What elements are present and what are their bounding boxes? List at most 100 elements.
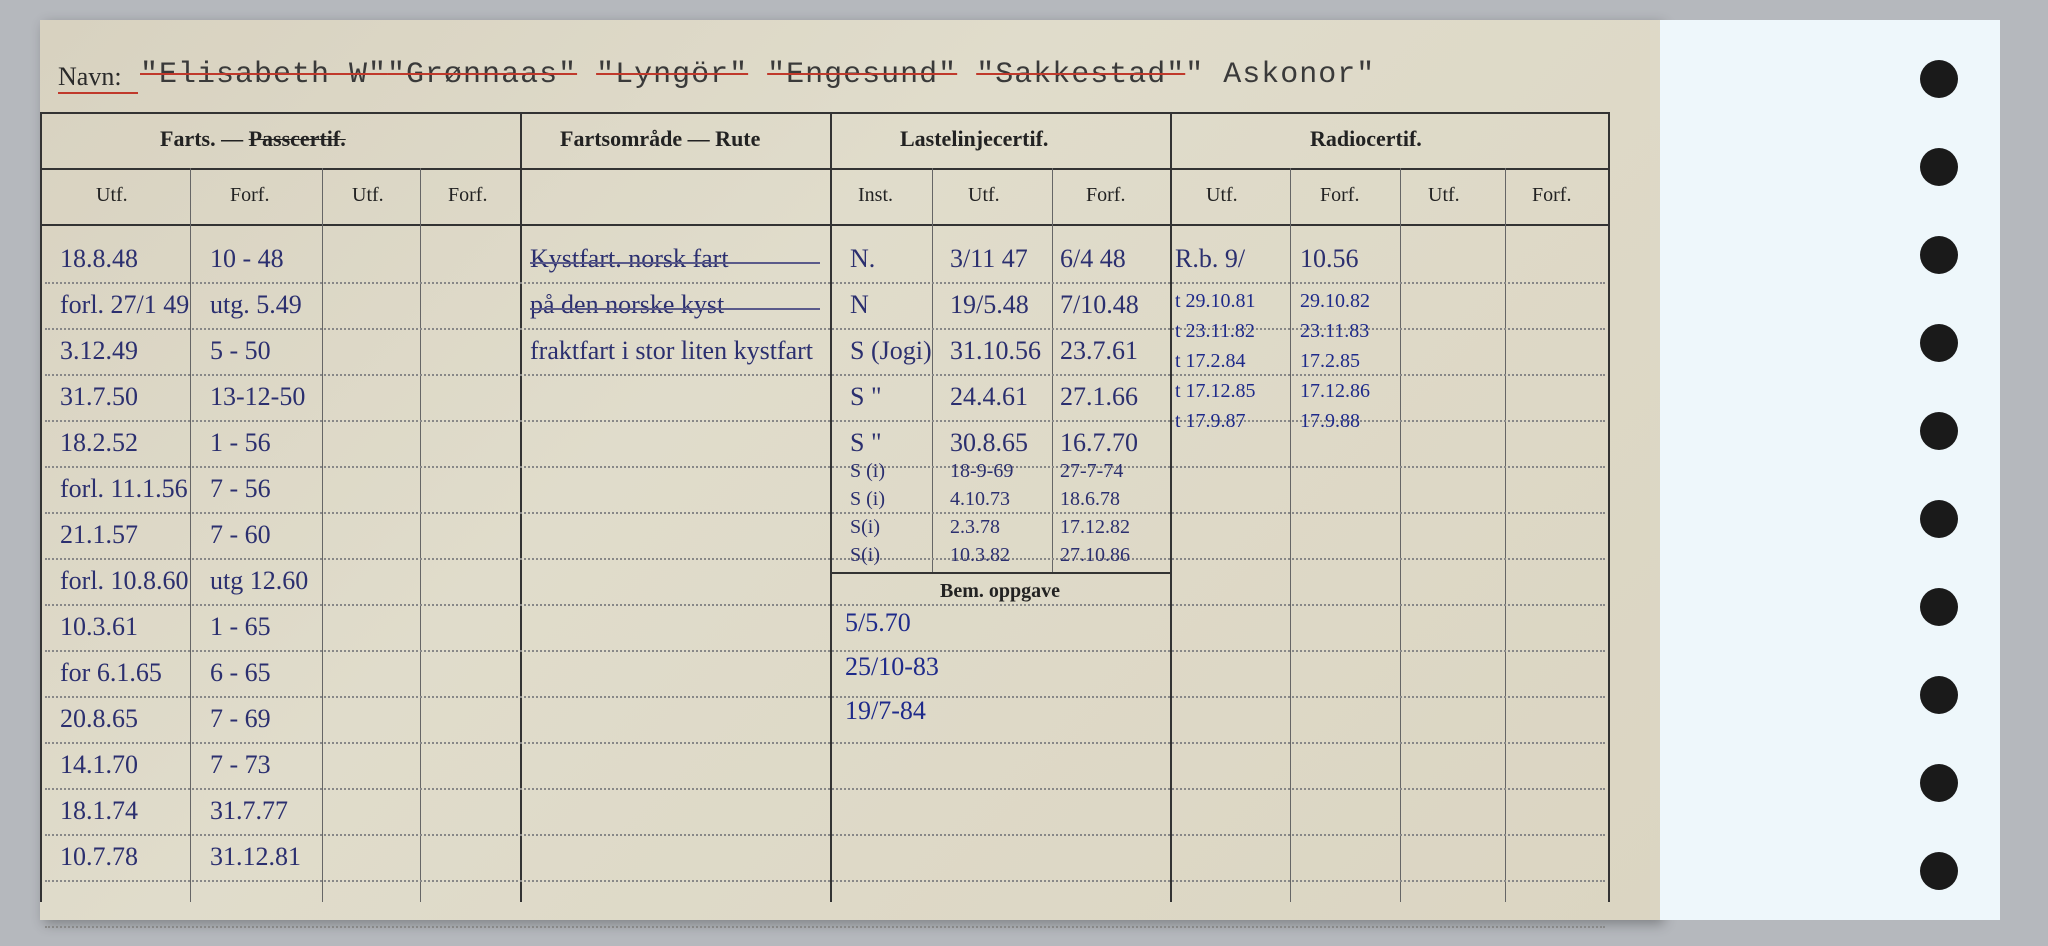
dotted-row <box>45 604 1605 606</box>
vrule <box>190 168 191 902</box>
data-cell: S (i) <box>850 488 885 511</box>
data-cell: 27-7-74 <box>1060 460 1123 483</box>
data-cell: forl. 10.8.60 <box>60 566 189 596</box>
data-cell: 27.1.66 <box>1060 382 1138 412</box>
sub-utf: Utf. <box>968 184 1000 207</box>
rule-top <box>40 112 1610 114</box>
dotted-row <box>45 696 1605 698</box>
data-cell: 2.3.78 <box>950 516 1000 539</box>
dotted-row <box>45 834 1605 836</box>
sub-forf: Forf. <box>1532 184 1571 207</box>
dotted-row <box>45 880 1605 882</box>
vrule <box>40 112 42 902</box>
data-cell: 13-12-50 <box>210 382 305 412</box>
data-cell: 18.2.52 <box>60 428 138 458</box>
data-cell: 20.8.65 <box>60 704 138 734</box>
data-cell: 5 - 50 <box>210 336 271 366</box>
vrule <box>1290 168 1291 902</box>
data-cell: 17.12.82 <box>1060 516 1130 539</box>
sub-forf: Forf. <box>448 184 487 207</box>
dotted-row <box>45 742 1605 744</box>
data-cell: 4.10.73 <box>950 488 1010 511</box>
vrule <box>1170 112 1172 902</box>
data-cell: 31.7.50 <box>60 382 138 412</box>
data-cell: 1 - 65 <box>210 612 271 642</box>
data-cell: 16.7.70 <box>1060 428 1138 458</box>
data-cell: 19/5.48 <box>950 290 1029 320</box>
sub-utf: Utf. <box>96 184 128 207</box>
rule-header-bottom <box>40 224 1610 226</box>
rule-mid <box>40 168 1610 170</box>
header-lastelinje: Lastelinjecertif. <box>900 126 1048 152</box>
dotted-row <box>45 788 1605 790</box>
data-cell: 31.10.56 <box>950 336 1041 366</box>
vrule <box>830 112 832 902</box>
data-cell: S " <box>850 428 882 458</box>
data-cell: 18.8.48 <box>60 244 138 274</box>
data-cell: forl. 11.1.56 <box>60 474 188 504</box>
binding-hole <box>1920 676 1958 714</box>
vrule <box>520 112 522 902</box>
data-cell: på den norske kyst <box>530 290 724 320</box>
data-cell: S (i) <box>850 460 885 483</box>
ship-name-struck: "Elisabeth W" <box>140 58 387 92</box>
data-cell: 18.6.78 <box>1060 488 1120 511</box>
data-cell: 18-9-69 <box>950 460 1013 483</box>
data-cell: S (Jogi) <box>850 336 932 366</box>
data-cell: 31.12.81 <box>210 842 301 872</box>
navn-label: Navn: <box>58 62 122 92</box>
header-radio: Radiocertif. <box>1310 126 1422 152</box>
data-cell: 23.7.61 <box>1060 336 1138 366</box>
binding-hole <box>1920 764 1958 802</box>
data-cell: fraktfart i stor liten kystfart <box>530 336 813 366</box>
data-cell: 7 - 73 <box>210 750 271 780</box>
sub-forf: Forf. <box>1086 184 1125 207</box>
data-cell: 17.2.85 <box>1300 350 1360 373</box>
dotted-row <box>45 420 1605 422</box>
data-cell: 1 - 56 <box>210 428 271 458</box>
data-cell: 7 - 69 <box>210 704 271 734</box>
dotted-row <box>45 926 1605 928</box>
data-cell: 19/7-84 <box>845 696 926 726</box>
data-cell: 17.9.88 <box>1300 410 1360 433</box>
binding-hole <box>1920 148 1958 186</box>
data-cell: 24.4.61 <box>950 382 1028 412</box>
header-rute: Fartsområde — Rute <box>560 126 760 152</box>
ship-name-struck: "Lyngör" <box>596 58 748 92</box>
data-cell: 7/10.48 <box>1060 290 1139 320</box>
data-cell: 31.7.77 <box>210 796 288 826</box>
vrule <box>1400 168 1401 902</box>
strike-line <box>530 262 820 264</box>
data-cell: 10 - 48 <box>210 244 284 274</box>
sub-utf: Utf. <box>1428 184 1460 207</box>
vrule <box>420 168 421 902</box>
binding-hole <box>1920 236 1958 274</box>
binding-hole <box>1920 60 1958 98</box>
red-underline <box>58 92 138 94</box>
data-cell: 3/11 47 <box>950 244 1028 274</box>
data-cell: S(i) <box>850 544 880 567</box>
ship-name-struck: "Engesund" <box>767 58 957 92</box>
data-cell: 30.8.65 <box>950 428 1028 458</box>
sub-forf: Forf. <box>1320 184 1359 207</box>
data-cell: 5/5.70 <box>845 608 911 638</box>
binding-hole <box>1920 324 1958 362</box>
data-cell: t 17.12.85 <box>1175 380 1256 403</box>
dotted-row <box>45 558 1605 560</box>
data-cell: 29.10.82 <box>1300 290 1370 313</box>
data-cell: 6 - 65 <box>210 658 271 688</box>
ship-name-struck: "Sakkestad" <box>976 58 1185 92</box>
rule-bem <box>830 572 1170 574</box>
ship-names: "Elisabeth W""Grønnaas" "Lyngör" "Engesu… <box>140 58 1375 92</box>
data-cell: 25/10-83 <box>845 652 939 682</box>
data-cell: R.b. 9/ <box>1175 244 1245 274</box>
header-farts: Farts. — Passcertif. <box>160 126 346 152</box>
data-cell: 10.7.78 <box>60 842 138 872</box>
data-cell: utg 12.60 <box>210 566 308 596</box>
binding-hole <box>1920 500 1958 538</box>
data-cell: utg. 5.49 <box>210 290 302 320</box>
dotted-row <box>45 512 1605 514</box>
vrule <box>1608 112 1610 902</box>
sub-utf: Utf. <box>1206 184 1238 207</box>
strike-line <box>530 308 820 310</box>
